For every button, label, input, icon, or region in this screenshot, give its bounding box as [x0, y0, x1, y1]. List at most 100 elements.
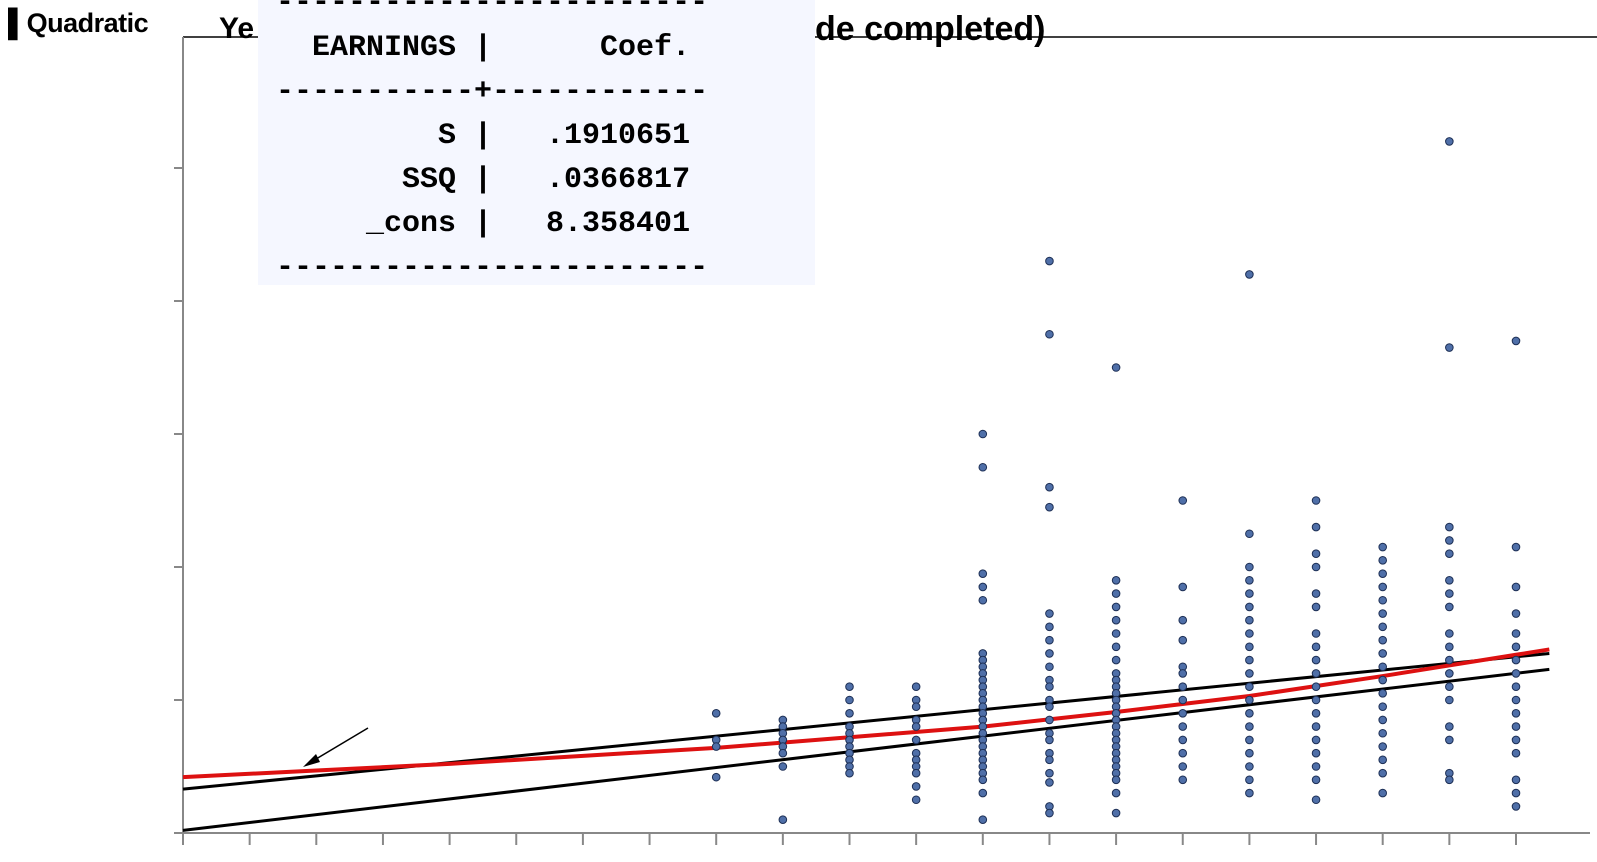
scatter-point [1045, 635, 1054, 645]
scatter-point [1245, 775, 1254, 785]
scatter-point [711, 772, 721, 782]
scatter-point [1045, 502, 1054, 512]
scatter-point [1245, 642, 1254, 652]
scatter-point [1311, 722, 1321, 731]
scatter-point [1311, 629, 1321, 638]
scatter-point [1045, 622, 1054, 632]
scatter-point [1378, 582, 1387, 592]
scatter-point [1511, 629, 1521, 638]
scatter-point [1245, 270, 1254, 279]
scatter-point [1245, 748, 1254, 758]
scatter-point [1311, 549, 1321, 559]
scatter-point [1045, 482, 1054, 492]
scatter-point [1378, 788, 1387, 798]
scatter-point [1445, 137, 1454, 146]
scatter-point [1111, 642, 1121, 652]
scatter-point [911, 702, 921, 711]
scatter-point [1245, 629, 1254, 638]
scatter-point [1511, 682, 1521, 692]
scatter-point [1378, 556, 1387, 565]
scatter-point [1045, 702, 1054, 711]
scatter-point [1178, 735, 1188, 745]
scatter-point [1378, 715, 1387, 725]
scatter-point [1311, 735, 1321, 745]
scatter-point [1378, 609, 1387, 618]
scatter-point [911, 682, 921, 692]
scatter-point [1378, 569, 1387, 578]
scatter-point [1111, 788, 1121, 798]
scatter-point [1245, 682, 1254, 692]
scatter-point [1378, 689, 1387, 698]
scatter-point [1378, 755, 1387, 765]
scatter-point [1445, 522, 1454, 532]
scatter-point [1445, 629, 1454, 638]
arrow-annotation [303, 727, 369, 767]
scatter-point [1111, 615, 1121, 625]
scatter-point [1511, 609, 1521, 618]
scatter-point [1511, 642, 1521, 652]
scatter-point [1245, 788, 1254, 798]
scatter-point [1178, 582, 1188, 592]
scatter-point [1111, 363, 1121, 372]
scatter-point [1045, 662, 1054, 672]
scatter-point [1245, 762, 1254, 771]
scatter-point [1245, 576, 1254, 585]
scatter-point [1445, 735, 1454, 745]
scatter-point [978, 569, 988, 578]
scatter-point [1111, 808, 1121, 818]
scatter-point [1045, 808, 1054, 818]
scatter-point [1311, 642, 1321, 652]
regression-output-box: ------------------------ EARNINGS | Coef… [258, 0, 815, 285]
scatter-point [1511, 709, 1521, 718]
scatter-point [1245, 722, 1254, 731]
scatter-point [1111, 602, 1121, 612]
scatter-point [1178, 695, 1188, 705]
linear-fit-line [182, 667, 1550, 832]
scatter-point [778, 762, 788, 771]
scatter-point [1445, 576, 1454, 585]
scatter-point [1445, 775, 1454, 785]
scatter-point [911, 782, 921, 791]
scatter-point [1311, 682, 1321, 692]
scatter-point [1311, 762, 1321, 771]
scatter-point [1511, 775, 1521, 785]
scatter-point [1178, 748, 1188, 758]
scatter-point [978, 788, 988, 798]
scatter-point [778, 815, 788, 825]
scatter-point [1311, 562, 1321, 572]
scatter-point [778, 748, 788, 758]
scatter-point [1311, 655, 1321, 665]
scatter-points [711, 137, 1521, 825]
scatter-point [1511, 748, 1521, 758]
scatter-point [1378, 768, 1387, 778]
quadratic-fit-curve [182, 647, 1550, 780]
scatter-point [1045, 715, 1054, 725]
scatter-point [1245, 669, 1254, 678]
scatter-point [1245, 695, 1254, 705]
scatter-point [1445, 695, 1454, 705]
scatter-point [1311, 669, 1321, 678]
scatter-point [1378, 635, 1387, 645]
scatter-point [1378, 728, 1387, 738]
scatter-point [1511, 336, 1521, 346]
scatter-point [1178, 496, 1188, 505]
scatter-point [1045, 649, 1054, 658]
scatter-point [1178, 615, 1188, 625]
scatter-point [1045, 735, 1054, 745]
fit-lines [182, 647, 1550, 832]
scatter-point [1178, 709, 1188, 718]
scatter-point [1378, 649, 1387, 658]
scatter-point [1045, 778, 1054, 787]
scatter-point [1511, 722, 1521, 731]
scatter-point [978, 815, 988, 825]
scatter-point [1445, 669, 1454, 678]
scatter-point [1311, 748, 1321, 758]
scatter-point [1445, 642, 1454, 652]
reg-row-cons: _cons | 8.358401 [276, 207, 691, 241]
scatter-point [978, 582, 988, 592]
scatter-point [1311, 602, 1321, 612]
reg-divider-bottom: ------------------------ [276, 251, 709, 285]
scatter-point [1245, 562, 1254, 572]
